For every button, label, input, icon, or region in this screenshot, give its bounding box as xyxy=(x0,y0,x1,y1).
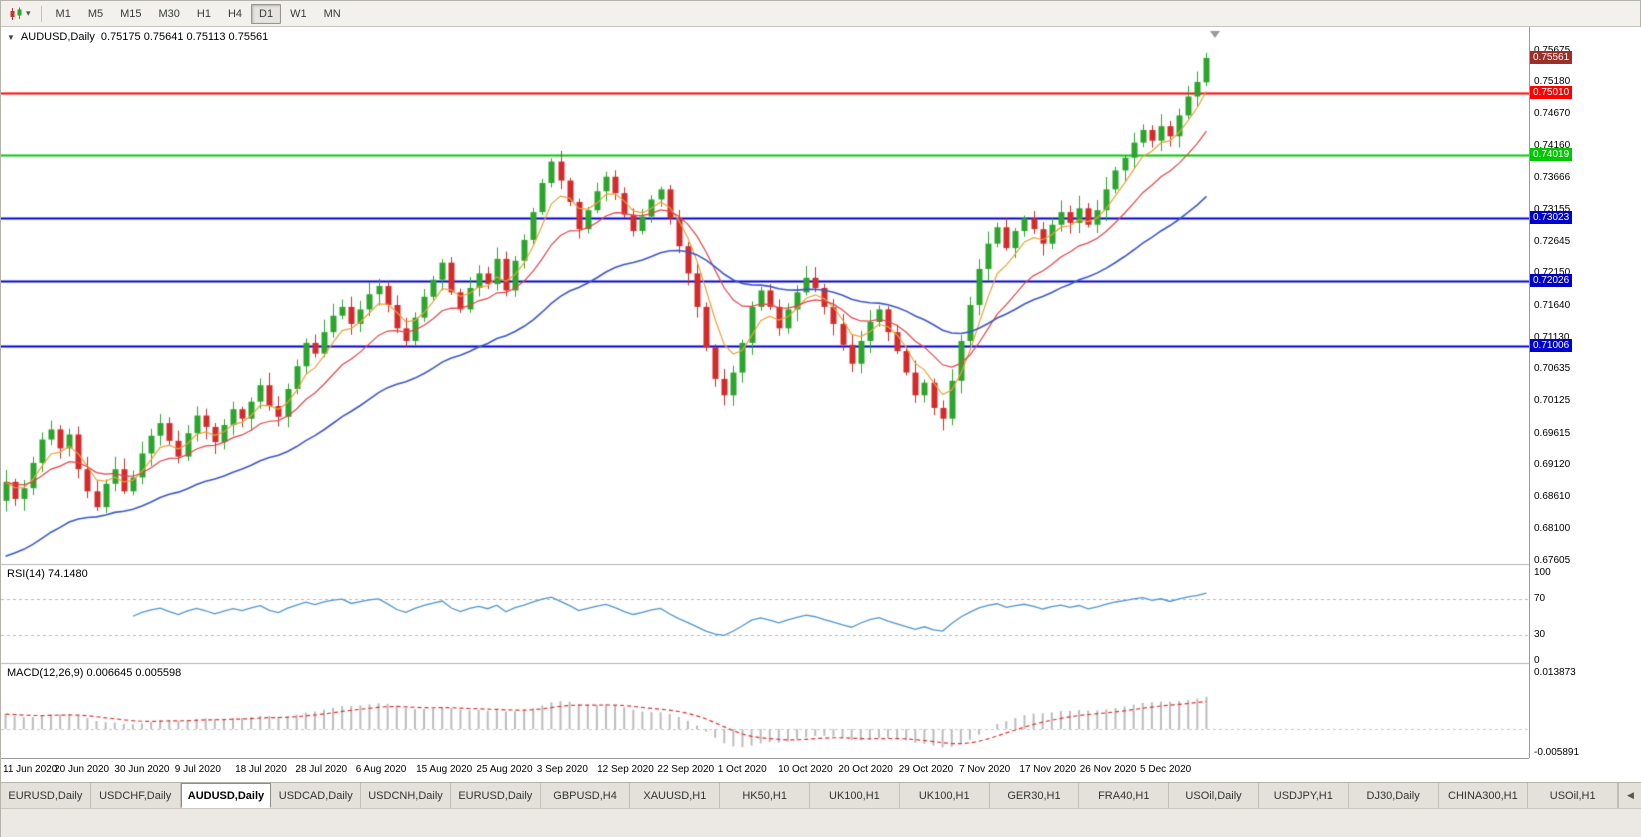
chart-tab-AUDUSD-Daily[interactable]: AUDUSD,Daily xyxy=(180,783,272,808)
chart-tab-USDCHF-Daily[interactable]: USDCHF,Daily xyxy=(90,783,181,808)
hline-price-tag: 0.73023 xyxy=(1530,211,1573,225)
price-chart-canvas[interactable] xyxy=(1,27,1529,758)
price-axis-tick: 0.74670 xyxy=(1534,108,1571,120)
date-axis-label: 11 Jun 2020 xyxy=(3,764,58,775)
timeframe-button-MN[interactable]: MN xyxy=(323,7,341,20)
rsi-label: RSI(14) 74.1480 xyxy=(7,568,88,580)
chart-tabs: EURUSD,Daily USDCHF,Daily AUDUSD,Daily USDC… xyxy=(1,783,1619,808)
date-axis-label: 29 Oct 2020 xyxy=(898,764,954,775)
price-axis-tick: 0.69615 xyxy=(1534,427,1571,439)
date-axis-label: 20 Jun 2020 xyxy=(54,764,110,775)
date-axis-label: 15 Aug 2020 xyxy=(416,764,473,775)
timeframe-button-H4[interactable]: H4 xyxy=(227,7,243,20)
price-axis-tick: 0.73155 xyxy=(1534,203,1571,215)
dropdown-caret-icon[interactable]: ▾ xyxy=(26,8,31,18)
date-axis-label: 3 Sep 2020 xyxy=(536,764,588,775)
price-axis-tick: 0.73666 xyxy=(1534,171,1571,183)
price-axis-tick: 0.74160 xyxy=(1534,140,1571,152)
macd-label: MACD(12,26,9) 0.006645 0.005598 xyxy=(7,667,182,679)
date-axis-label: 22 Sep 2020 xyxy=(657,764,715,775)
price-axis-tick: 0.71130 xyxy=(1534,331,1570,343)
status-strip xyxy=(1,808,1641,837)
chart-ohlc-values: 0.75175 0.75641 0.75113 0.75561 xyxy=(100,31,269,43)
toolbar-separator xyxy=(40,5,42,22)
chart-tab-EURUSD-Daily[interactable]: EURUSD,Daily xyxy=(450,783,541,808)
chart-tab-GBPUSD-H4[interactable]: GBPUSD,H4 xyxy=(540,783,631,808)
price-axis-tick: 0.68610 xyxy=(1534,491,1571,503)
price-axis-tick: 0.70125 xyxy=(1534,395,1571,407)
rsi-axis-tick: 30 xyxy=(1534,628,1546,640)
price-axis[interactable]: 0.75675 0.75180 0.74670 0.74160 0.73666 0.731… xyxy=(1529,27,1641,758)
price-axis-tick: 0.67605 xyxy=(1534,554,1571,566)
price-axis-tick: 0.71640 xyxy=(1534,299,1571,311)
date-axis[interactable]: 11 Jun 2020 20 Jun 2020 30 Jun 2020 9 Jul 2… xyxy=(1,758,1529,782)
timeframe-button-M5[interactable]: M5 xyxy=(87,7,104,20)
date-axis-label: 1 Oct 2020 xyxy=(717,764,767,775)
date-axis-label: 9 Jul 2020 xyxy=(174,764,221,775)
chart-tab-HK50-H1[interactable]: HK50,H1 xyxy=(720,783,811,808)
timeframe-button-D1[interactable]: D1 xyxy=(251,3,282,24)
price-axis-tick: 0.72645 xyxy=(1534,236,1571,248)
chart-tab-USDCAD-Daily[interactable]: USDCAD,Daily xyxy=(271,783,362,808)
chart-tab-USOil-Daily[interactable]: USOil,Daily xyxy=(1169,783,1259,808)
rsi-axis-tick: 100 xyxy=(1534,567,1551,578)
hline-price-tag: 0.71006 xyxy=(1530,338,1573,352)
price-axis-tick: 0.72150 xyxy=(1534,267,1571,279)
price-axis-tick: 0.69120 xyxy=(1534,458,1571,470)
date-axis-label: 6 Aug 2020 xyxy=(355,764,407,775)
macd-axis-tick: 0.013873 xyxy=(1534,667,1576,678)
chart-tabbar: EURUSD,Daily USDCHF,Daily AUDUSD,Daily USDC… xyxy=(1,782,1641,808)
price-axis-tick: 0.75675 xyxy=(1534,45,1570,57)
timeframe-buttons: M1 M5 M15 M30 H1 H4 D1 W1 MN xyxy=(48,3,349,24)
hline-price-tag: 0.72026 xyxy=(1530,274,1573,288)
chart-tab-XAUUSD-H1[interactable]: XAUUSD,H1 xyxy=(630,783,721,808)
date-axis-label: 30 Jun 2020 xyxy=(114,764,170,775)
timeframe-button-M15[interactable]: M15 xyxy=(120,7,142,20)
chart-tab-USDJPY-H1[interactable]: USDJPY,H1 xyxy=(1258,783,1349,808)
toolbar: ▾ M1 M5 M15 M30 H1 H4 D1 W1 MN xyxy=(1,1,1640,27)
chart-area: ▼ AUDUSD,Daily 0.75175 0.75641 0.75113 0… xyxy=(1,27,1641,782)
timeframe-button-H1[interactable]: H1 xyxy=(196,7,211,20)
chart-tab-EURUSD-Daily[interactable]: EURUSD,Daily xyxy=(1,783,91,808)
date-axis-label: 26 Nov 2020 xyxy=(1079,764,1137,775)
collapse-arrow-icon[interactable]: ▼ xyxy=(7,32,15,42)
rsi-axis-tick: 70 xyxy=(1534,593,1546,605)
date-axis-label: 25 Aug 2020 xyxy=(476,764,533,775)
date-axis-label: 18 Jul 2020 xyxy=(235,764,287,775)
date-axis-label: 10 Oct 2020 xyxy=(778,764,833,775)
chart-tab-USDCNH-Daily[interactable]: USDCNH,Daily xyxy=(361,783,451,808)
price-axis-tick: 0.68100 xyxy=(1534,523,1571,535)
chart-tab-CHINA300-H1[interactable]: CHINA300,H1 xyxy=(1438,783,1529,808)
timeframe-button-M1[interactable]: M1 xyxy=(55,7,71,20)
chart-type-icon[interactable] xyxy=(6,4,26,24)
date-axis-label: 12 Sep 2020 xyxy=(597,764,654,775)
last-price-tag: 0.75561 xyxy=(1530,50,1573,64)
chart-tab-DJ30-Daily[interactable]: DJ30,Daily xyxy=(1348,783,1439,808)
chart-title: ▼ AUDUSD,Daily 0.75175 0.75641 0.75113 0… xyxy=(7,31,268,43)
chart-tab-FRA40-H1[interactable]: FRA40,H1 xyxy=(1079,783,1170,808)
rsi-axis-tick: 0 xyxy=(1534,655,1540,666)
chart-tab-GER30-H1[interactable]: GER30,H1 xyxy=(989,783,1080,808)
price-axis-tick: 0.70635 xyxy=(1534,363,1571,375)
chart-tab-UK100-H1[interactable]: UK100,H1 xyxy=(810,783,900,808)
timeframe-button-W1[interactable]: W1 xyxy=(290,7,307,20)
price-axis-tick: 0.75180 xyxy=(1534,75,1571,87)
date-axis-label: 7 Nov 2020 xyxy=(959,764,1011,775)
chart-tab-USOil-H1[interactable]: USOil,H1 xyxy=(1528,783,1619,808)
chart-tab-UK100-H1[interactable]: UK100,H1 xyxy=(899,783,990,808)
hline-price-tag: 0.75010 xyxy=(1530,85,1573,99)
date-axis-label: 5 Dec 2020 xyxy=(1140,764,1192,775)
tab-scroll-left-button[interactable]: ◀ xyxy=(1618,783,1641,808)
date-axis-label: 20 Oct 2020 xyxy=(838,764,893,775)
hline-price-tag: 0.74019 xyxy=(1530,148,1573,162)
macd-axis-tick: -0.005891 xyxy=(1534,747,1580,758)
candlestick-icon-glyph xyxy=(10,7,22,20)
date-axis-label: 28 Jul 2020 xyxy=(295,764,348,775)
timeframe-button-M30[interactable]: M30 xyxy=(158,7,180,20)
date-axis-label: 17 Nov 2020 xyxy=(1019,764,1077,775)
chart-symbol-label: AUDUSD,Daily xyxy=(20,31,95,43)
